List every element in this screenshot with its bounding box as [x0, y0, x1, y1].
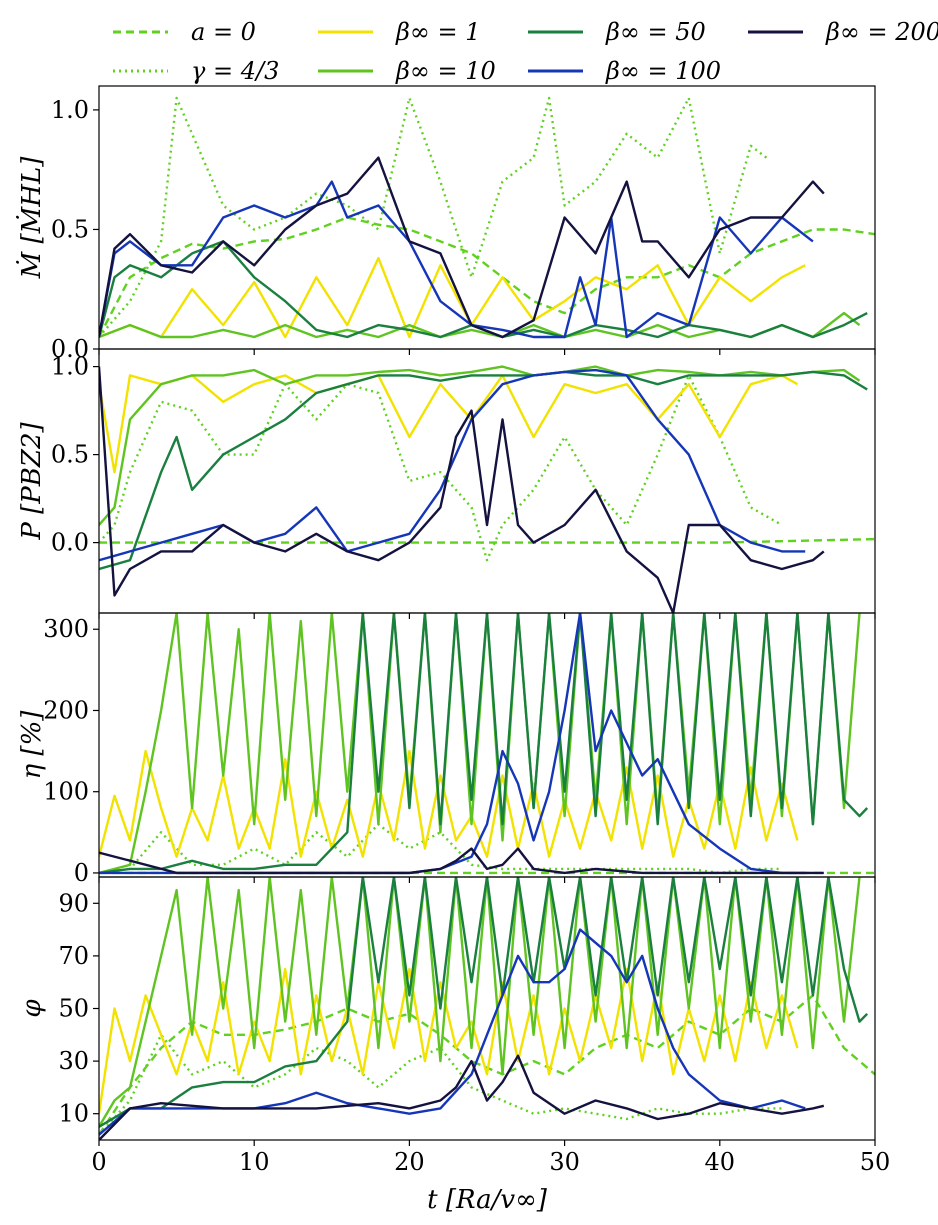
y-axis-label: φ [17, 999, 47, 1018]
legend-entry-200: β∞ = 200 [748, 18, 938, 46]
series-line-50 [99, 240, 868, 339]
series-group [99, 96, 875, 339]
legend-entry-a-0: a = 0 [113, 18, 256, 46]
panels: 0.0 0.5 1.0 Ṁ [ṀHL] 0.0 0.5 1.0 P [PBZ2] 0 100 200… [16, 85, 876, 1146]
y-tick-label: 70 [58, 942, 89, 970]
series-line-10 [99, 877, 861, 1128]
y-tick-label: 0.5 [51, 215, 89, 243]
panel-frame [98, 348, 876, 614]
legend-entry-50: β∞ = 50 [528, 18, 706, 46]
y-tick-label: 50 [58, 995, 89, 1023]
panel-3: 0 100 200 300 η [%] [17, 612, 876, 887]
x-tick-label: 0 [91, 1148, 106, 1176]
series-line-200 [99, 156, 825, 339]
series-line-1 [99, 256, 806, 339]
series-group [99, 613, 875, 875]
legend-entry-1: β∞ = 1 [318, 18, 481, 46]
series-line-1 [99, 967, 799, 1114]
series-line-a-0 [99, 537, 875, 544]
y-tick-label: 0.0 [51, 529, 89, 557]
panel-4: 10 30 50 70 90 φ [17, 876, 876, 1146]
panel-1: 0.0 0.5 1.0 Ṁ [ṀHL] [16, 85, 876, 363]
series-line-200 [99, 366, 825, 613]
series-line-200 [99, 847, 824, 875]
legend-label: β∞ = 1 [395, 18, 481, 46]
x-tick-label: 40 [705, 1148, 736, 1176]
y-axis-label: η [%] [17, 710, 47, 780]
legend-label: β∞ = 10 [395, 57, 496, 85]
legend-label: β∞ = 100 [605, 57, 721, 85]
legend: a = 0 γ = 4/3 β∞ = 1 β∞ = 10 β∞ = 50 β∞ = 100… [113, 18, 938, 85]
y-tick-label: 1.0 [51, 96, 89, 124]
y-tick-label: 100 [43, 778, 89, 806]
x-tick-label: 20 [394, 1148, 425, 1176]
legend-entry-100: β∞ = 100 [528, 57, 721, 85]
series-line-50 [99, 370, 868, 571]
y-axis-label: P [PBZ2] [17, 422, 47, 541]
series-line-50 [99, 613, 869, 875]
series-line-10 [99, 365, 861, 526]
y-tick-label: 1.0 [51, 353, 89, 381]
series-line-4-3 [99, 1033, 782, 1136]
x-tick-label: 30 [549, 1148, 580, 1176]
legend-label: β∞ = 50 [605, 18, 706, 46]
legend-entry-10: β∞ = 10 [318, 57, 496, 85]
legend-label: a = 0 [191, 18, 256, 46]
series-group [99, 365, 875, 613]
series-line-4-3 [99, 823, 782, 875]
y-tick-label: 0 [74, 859, 89, 887]
y-axis-label: Ṁ [ṀHL] [16, 156, 47, 280]
series-line-100 [99, 368, 806, 562]
series-line-100 [99, 180, 814, 339]
legend-entry-4-3: γ = 4/3 [113, 57, 279, 85]
legend-label: β∞ = 200 [825, 18, 938, 46]
panel-frame [98, 612, 876, 878]
y-tick-label: 30 [58, 1047, 89, 1075]
series-line-1 [99, 749, 799, 858]
series-line-50 [99, 877, 869, 1128]
x-tick-label: 10 [239, 1148, 270, 1176]
series-line-1 [99, 374, 798, 474]
series-line-4-3 [99, 96, 768, 338]
y-tick-label: 200 [43, 696, 89, 724]
y-tick-label: 10 [58, 1100, 89, 1128]
series-group [99, 877, 875, 1140]
y-tick-label: 0.0 [51, 335, 89, 363]
legend-label: γ = 4/3 [191, 57, 279, 85]
series-line-200 [99, 1054, 825, 1140]
y-tick-label: 0.5 [51, 441, 89, 469]
series-line-4-3 [99, 374, 783, 562]
x-axis: 0 10 20 30 40 50 t [Ra/v∞] [91, 1148, 890, 1215]
panel-2: 0.0 0.5 1.0 P [PBZ2] [17, 348, 876, 619]
x-tick-label: 50 [860, 1148, 891, 1176]
x-axis-label: t [Ra/v∞] [427, 1185, 548, 1215]
series-line-a-0 [99, 216, 875, 338]
y-tick-label: 90 [58, 889, 89, 917]
series-line-10 [99, 311, 861, 339]
y-tick-label: 300 [43, 615, 89, 643]
